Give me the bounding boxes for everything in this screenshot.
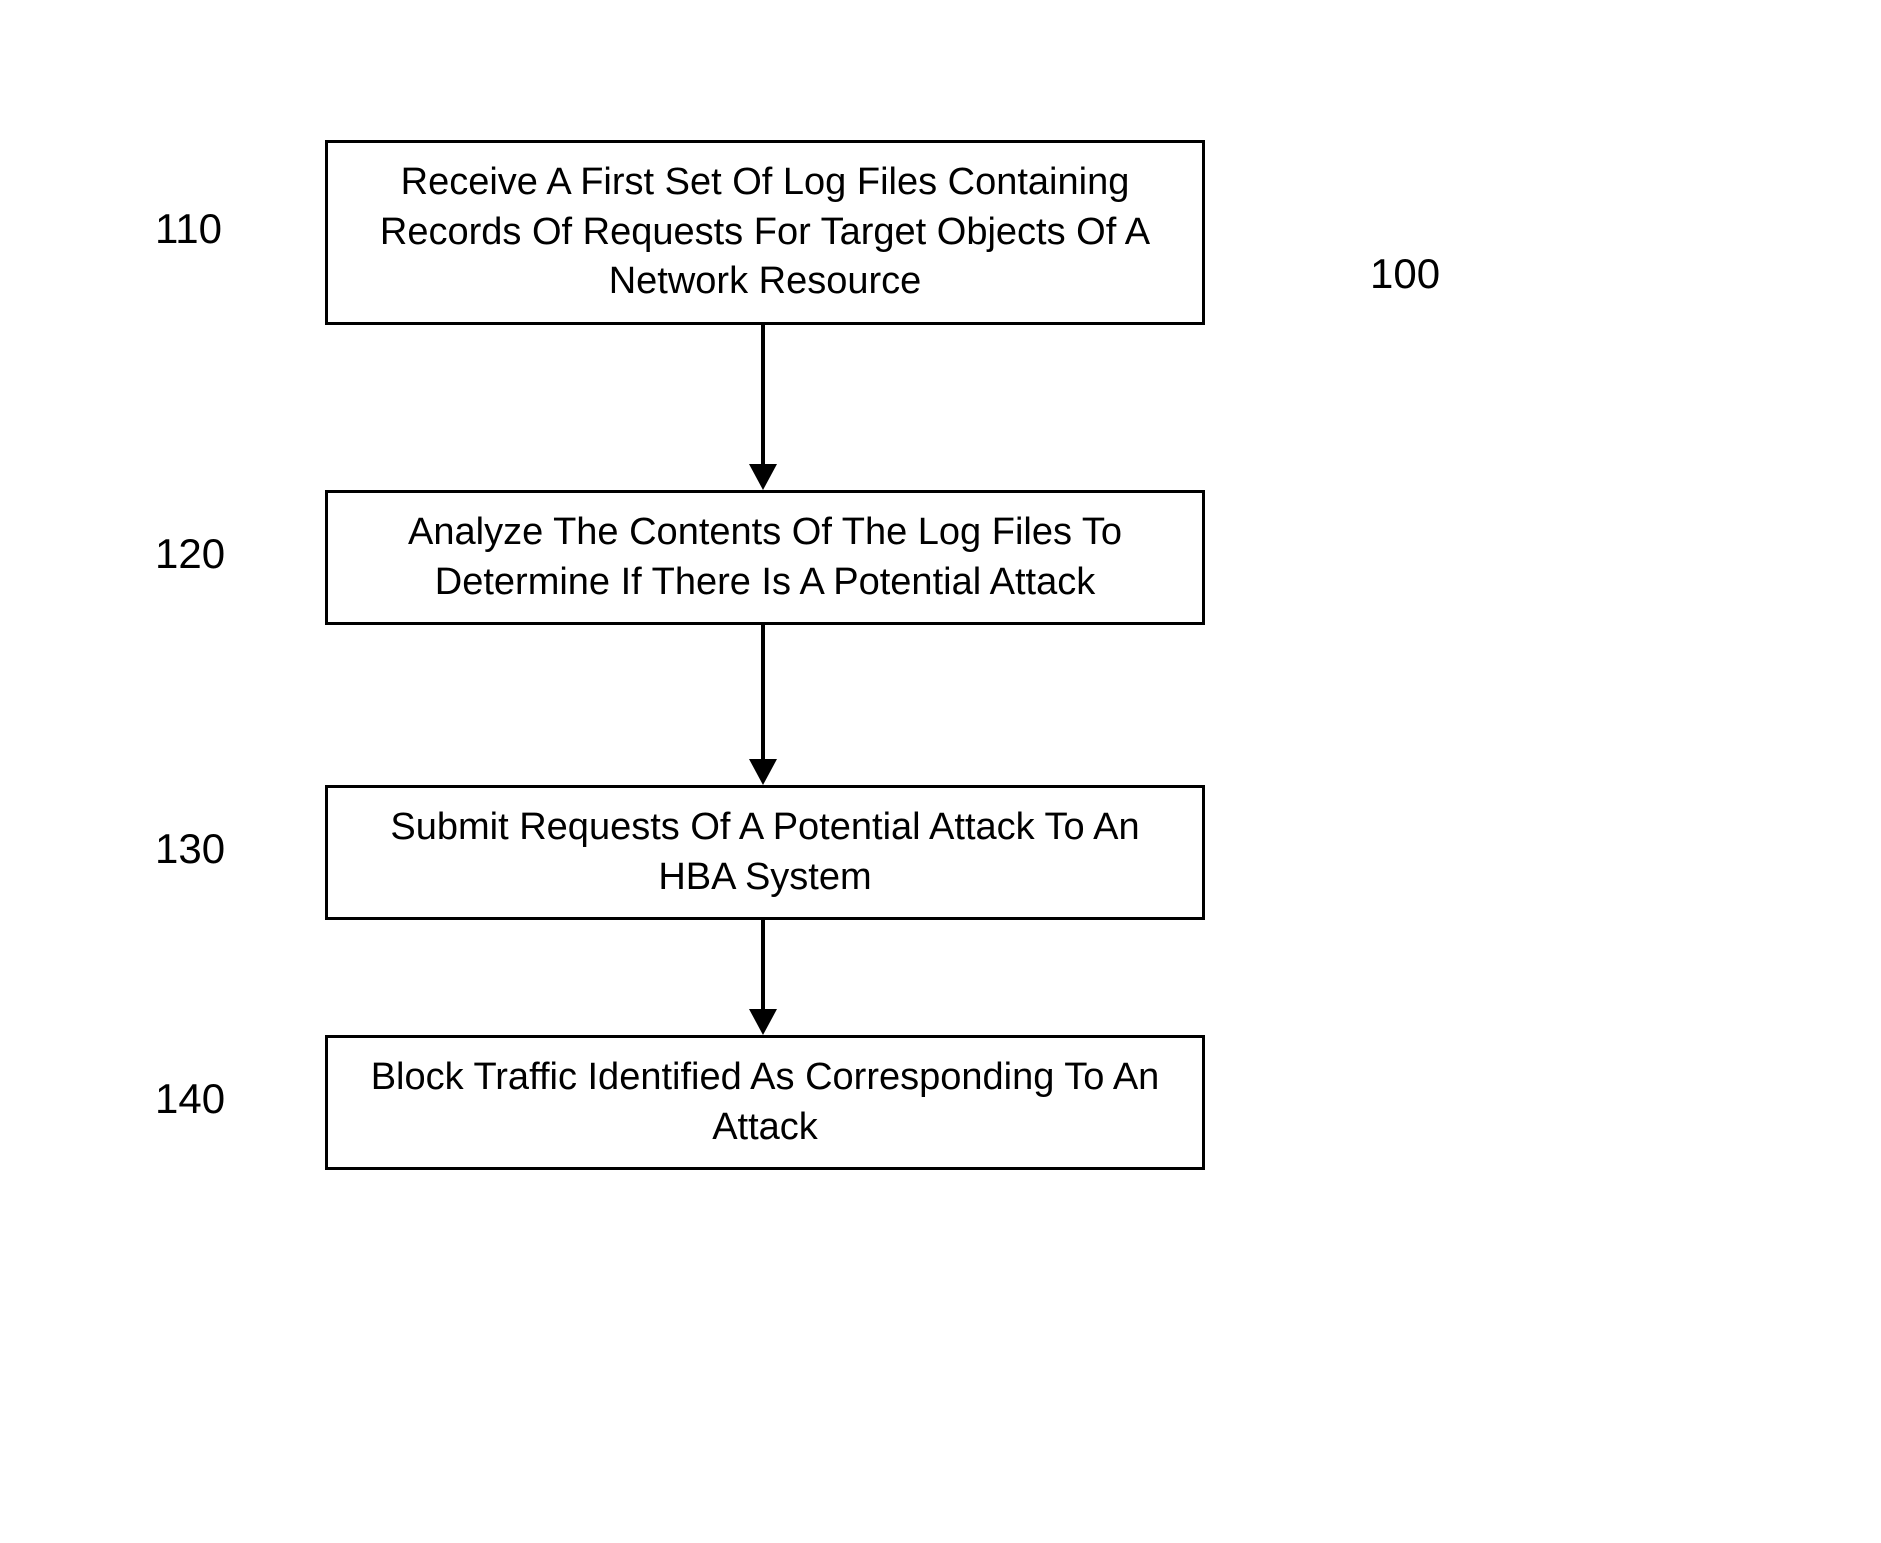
arrow-head-120-130 [749,759,777,785]
node-text-130: Submit Requests Of A Potential Attack To… [348,803,1182,902]
node-120: Analyze The Contents Of The Log Files To… [325,490,1205,625]
diagram-label: 100 [1370,250,1440,298]
node-130: Submit Requests Of A Potential Attack To… [325,785,1205,920]
node-label-140: 140 [155,1075,225,1123]
node-label-110: 110 [155,205,222,253]
arrow-head-130-140 [749,1009,777,1035]
node-140: Block Traffic Identified As Correspondin… [325,1035,1205,1170]
arrow-head-110-120 [749,464,777,490]
node-text-120: Analyze The Contents Of The Log Files To… [348,508,1182,607]
node-text-140: Block Traffic Identified As Correspondin… [348,1053,1182,1152]
node-text-110: Receive A First Set Of Log Files Contain… [348,158,1182,306]
node-110: Receive A First Set Of Log Files Contain… [325,140,1205,325]
node-label-120: 120 [155,530,225,578]
arrow-line-130-140 [761,920,765,1009]
node-label-130: 130 [155,825,225,873]
arrow-line-120-130 [761,625,765,759]
arrow-line-110-120 [761,325,765,464]
flowchart-canvas: 100 110 Receive A First Set Of Log Files C… [0,0,1881,1543]
